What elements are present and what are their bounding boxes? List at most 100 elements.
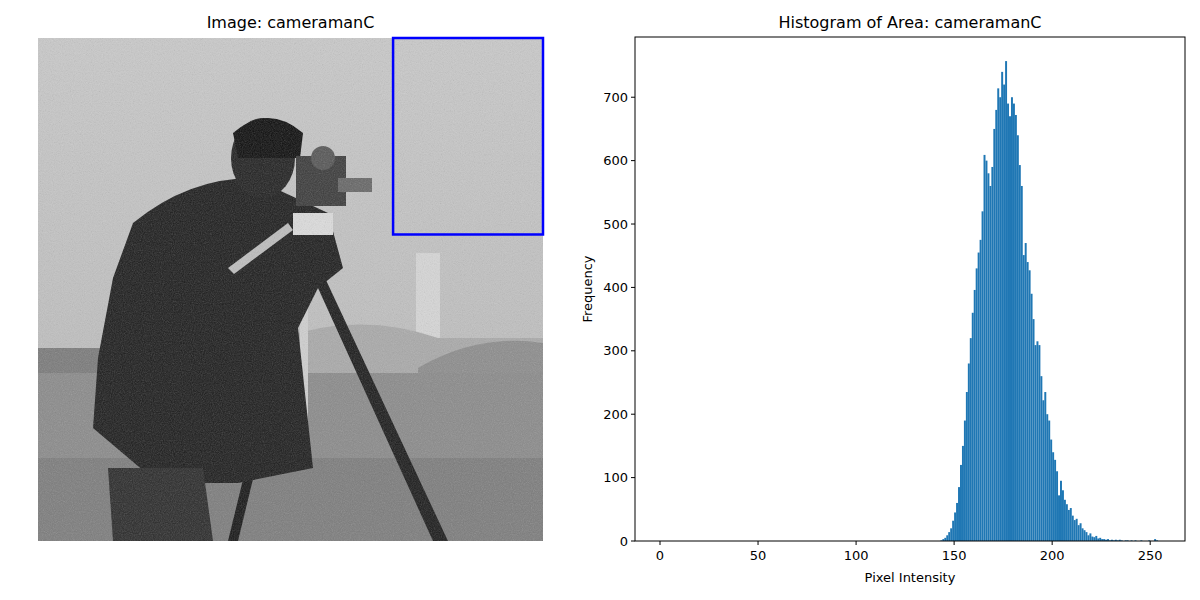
bar	[1035, 345, 1037, 541]
bar	[1025, 243, 1027, 541]
x-axis-label: Pixel Intensity	[865, 570, 956, 585]
bar	[1070, 508, 1072, 541]
bar	[1046, 414, 1048, 541]
y-tick	[631, 287, 635, 288]
bar	[993, 129, 995, 541]
x-tick-label: 150	[942, 548, 967, 563]
y-tick	[631, 350, 635, 351]
bar	[1078, 525, 1080, 541]
x-tick-label: 0	[656, 548, 664, 563]
x-tick-label: 250	[1138, 548, 1163, 563]
axes-frame	[635, 37, 1185, 541]
bar	[1040, 376, 1042, 541]
bar	[1084, 530, 1086, 541]
bar	[991, 167, 993, 541]
x-tick-label: 100	[844, 548, 869, 563]
bar	[1033, 319, 1035, 541]
bar	[976, 268, 978, 541]
bar	[1066, 504, 1068, 541]
y-tick-label: 700	[603, 90, 628, 105]
bar	[1038, 345, 1040, 541]
y-tick-label: 300	[603, 343, 628, 358]
sky	[38, 38, 543, 541]
bar	[1027, 262, 1029, 541]
bar	[1017, 135, 1019, 541]
y-tick	[631, 541, 635, 542]
bar	[995, 110, 997, 541]
y-tick	[631, 160, 635, 161]
noise	[38, 38, 543, 541]
bar	[1029, 270, 1031, 541]
bar	[1036, 341, 1038, 541]
bar	[1089, 533, 1091, 541]
bar	[956, 503, 958, 541]
bar	[948, 532, 950, 541]
bar	[1072, 516, 1074, 541]
y-tick-label: 200	[603, 407, 628, 422]
bar	[1007, 104, 1009, 541]
scene	[38, 38, 543, 541]
bar	[978, 253, 980, 541]
bar	[1050, 440, 1052, 541]
bar	[1087, 535, 1089, 541]
bar	[989, 186, 991, 541]
bar	[1021, 186, 1023, 541]
region-box	[393, 38, 543, 234]
bar	[1093, 537, 1095, 541]
x-tick	[758, 541, 759, 545]
bar	[1080, 523, 1082, 541]
bar	[962, 446, 964, 541]
bar	[985, 161, 987, 541]
bar	[1076, 519, 1078, 541]
bar	[1042, 400, 1044, 541]
bar	[1003, 85, 1005, 541]
bars	[940, 61, 1158, 541]
bar	[980, 240, 982, 541]
bar	[1023, 255, 1025, 541]
bar	[1044, 392, 1046, 541]
bar	[952, 521, 954, 541]
image	[38, 38, 543, 541]
bar	[1060, 481, 1062, 541]
bar	[1019, 165, 1021, 541]
bar	[982, 211, 984, 541]
bar	[1009, 116, 1011, 541]
bar	[1001, 72, 1003, 541]
y-tick	[631, 97, 635, 98]
y-tick	[631, 414, 635, 415]
bar	[984, 155, 986, 541]
bar	[1091, 537, 1093, 541]
y-tick-label: 0	[620, 534, 628, 549]
bar	[1062, 490, 1064, 541]
y-tick-label: 600	[603, 153, 628, 168]
bar	[974, 290, 976, 541]
bar	[999, 97, 1001, 541]
bar	[1068, 510, 1070, 541]
bar	[1082, 528, 1084, 541]
bar	[964, 421, 966, 541]
bar	[1056, 471, 1058, 541]
y-axis-label: Frequency	[580, 255, 595, 322]
bar	[960, 465, 962, 541]
figure: Image: cameramanC05010015020025001002003…	[0, 0, 1200, 600]
y-tick-label: 400	[603, 280, 628, 295]
bar	[1052, 452, 1054, 541]
x-tick	[954, 541, 955, 545]
x-tick	[856, 541, 857, 545]
bar	[966, 392, 968, 541]
bar	[1015, 115, 1017, 541]
y-tick-label: 500	[603, 217, 628, 232]
bar	[1054, 460, 1056, 541]
bar	[987, 173, 989, 541]
bar	[1013, 104, 1015, 541]
image-title: Image: cameramanC	[207, 13, 375, 32]
x-tick	[1052, 541, 1053, 545]
x-tick	[1150, 541, 1151, 545]
x-tick-label: 50	[750, 548, 767, 563]
bar	[950, 528, 952, 541]
bar	[1085, 532, 1087, 541]
bar	[1005, 61, 1007, 541]
bar	[970, 338, 972, 541]
y-tick	[631, 224, 635, 225]
bar	[1011, 97, 1013, 541]
